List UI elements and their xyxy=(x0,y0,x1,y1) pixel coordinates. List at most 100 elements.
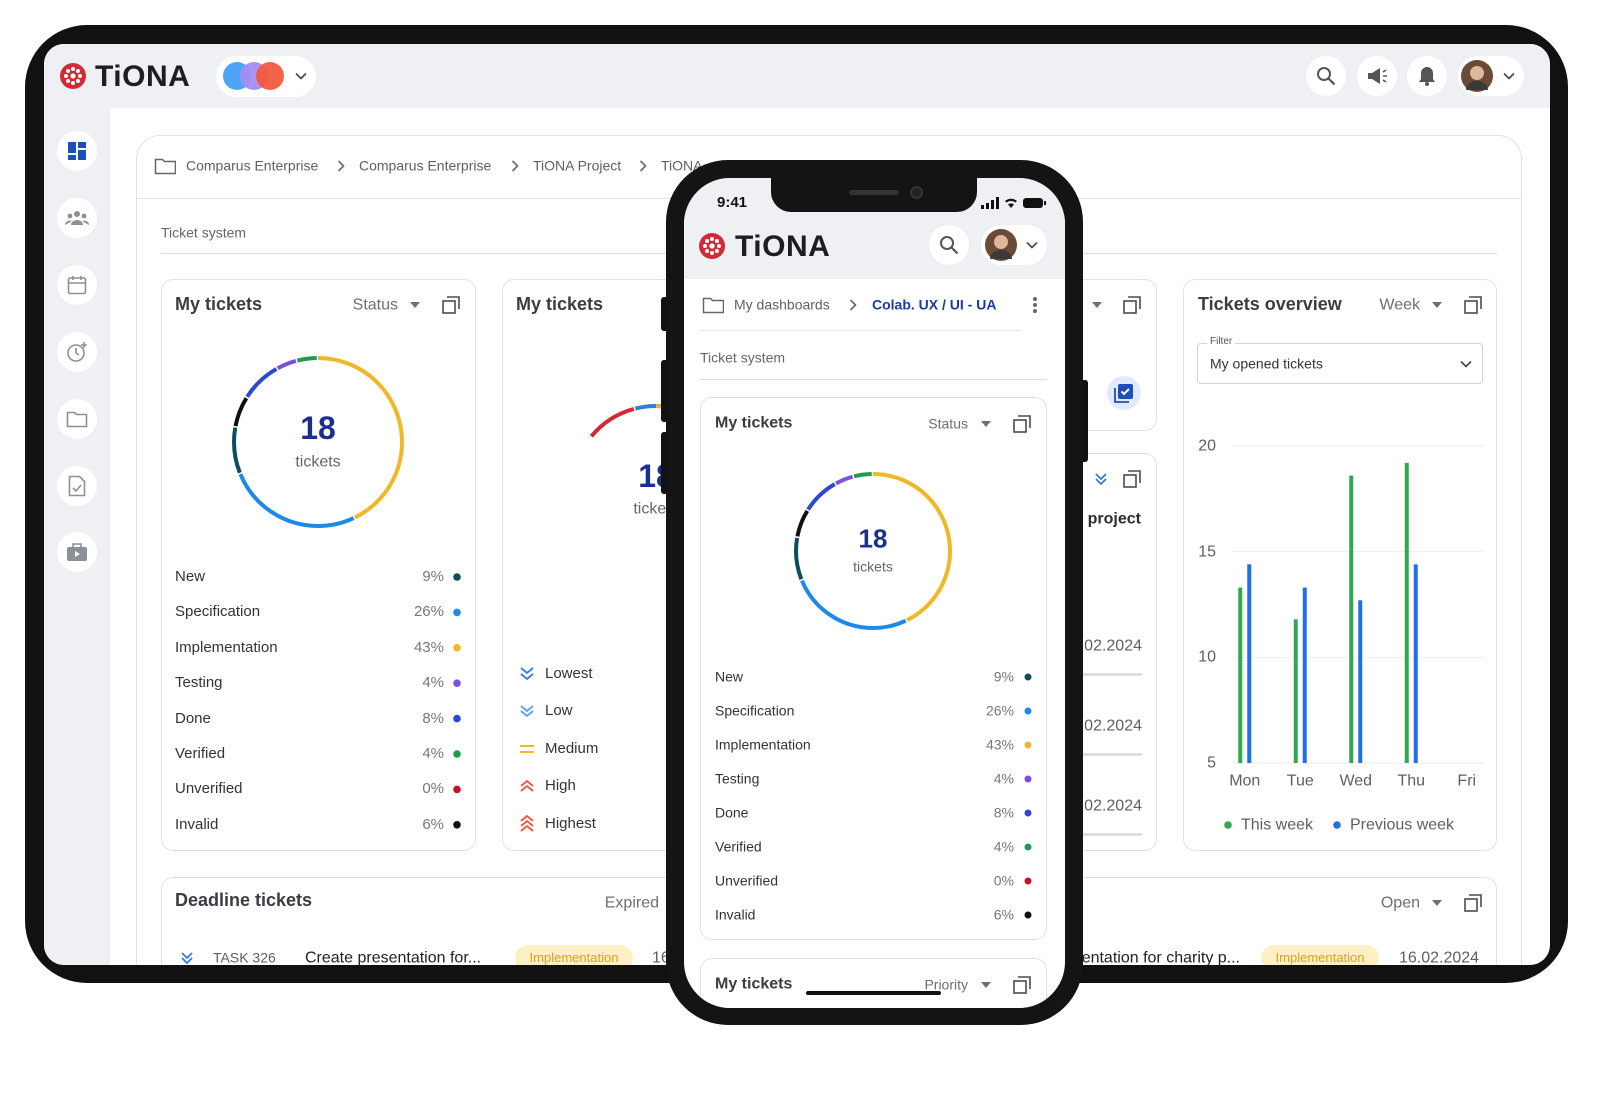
avatar xyxy=(1461,60,1493,92)
announce-icon[interactable] xyxy=(1366,66,1388,86)
icon-svg xyxy=(154,158,177,175)
icon-circle xyxy=(67,344,85,362)
icon-svg xyxy=(520,667,534,681)
icon-path xyxy=(1432,900,1442,906)
filter-select xyxy=(1197,343,1483,384)
icon-path xyxy=(520,814,534,832)
legend-label: This week xyxy=(1241,816,1314,834)
icon-path xyxy=(520,745,534,753)
legend-name: Testing xyxy=(175,674,223,692)
icon-rect xyxy=(1044,201,1046,205)
icon-circle xyxy=(71,81,75,85)
expand-icon xyxy=(441,295,461,315)
donut-unit: tickets xyxy=(853,558,893,575)
icon-circle xyxy=(940,236,954,250)
icon-circle xyxy=(78,74,82,78)
icon-button xyxy=(929,225,969,265)
icon-circle xyxy=(74,211,80,217)
widget-title: My tickets xyxy=(175,294,263,315)
icon-svg xyxy=(1095,473,1107,486)
legend-value: 4% xyxy=(422,674,444,692)
status-icons xyxy=(981,197,1047,209)
icon-path xyxy=(72,484,82,493)
icon-rect xyxy=(1464,898,1478,912)
folder-icon xyxy=(154,157,177,175)
ticket-project: project xyxy=(1087,510,1141,528)
widget-card xyxy=(161,279,476,851)
icon-circle xyxy=(703,244,707,248)
icon-circle xyxy=(1470,66,1484,80)
icon-rect xyxy=(981,205,984,209)
notch xyxy=(771,178,977,212)
legend-name: Implementation xyxy=(175,638,278,656)
nav-button xyxy=(57,332,97,372)
icon-svg xyxy=(223,62,284,90)
icon-svg xyxy=(1317,67,1336,86)
icon-path xyxy=(1419,67,1435,82)
widget-selector: Open xyxy=(1380,894,1420,912)
icon-path xyxy=(64,220,90,225)
ticket-id: TASK 326 xyxy=(213,949,276,966)
breadcrumb: Comparus Enterprise xyxy=(359,157,492,174)
search-icon[interactable] xyxy=(1316,66,1336,86)
camera xyxy=(910,186,923,199)
icon-path xyxy=(520,667,534,681)
bell-icon[interactable] xyxy=(1418,66,1436,86)
icon-svg xyxy=(520,814,534,832)
x-tick-label: Wed xyxy=(1339,772,1373,790)
chevron xyxy=(1503,72,1515,80)
icon-svg xyxy=(67,543,87,561)
legend-value: 9% xyxy=(993,668,1014,685)
nav-icon xyxy=(66,341,88,363)
legend-name: Done xyxy=(715,804,749,821)
chevron xyxy=(1026,241,1038,249)
logo xyxy=(699,233,725,259)
speaker xyxy=(849,190,899,195)
legend-value: 0% xyxy=(422,780,444,798)
legend-name: Verified xyxy=(715,838,762,855)
phone-button xyxy=(1080,380,1088,462)
icon-svg xyxy=(1013,415,1031,433)
breadcrumb: TiONA Project xyxy=(533,157,622,174)
icon-path xyxy=(1432,302,1442,308)
y-tick-label: 15 xyxy=(1198,543,1216,561)
icon-svg xyxy=(699,233,725,259)
nav-button xyxy=(57,198,97,238)
icon-path xyxy=(1095,473,1107,486)
y-tick-label: 20 xyxy=(1198,437,1216,455)
search-icon[interactable] xyxy=(939,235,959,255)
legend-name: Invalid xyxy=(715,906,756,923)
icon-svg xyxy=(1114,384,1133,403)
widget-selector: Status xyxy=(352,296,398,314)
phone-button xyxy=(661,297,669,331)
icon-path xyxy=(981,982,991,988)
divider xyxy=(700,330,1022,331)
caret xyxy=(981,421,991,427)
ticket-name: Create presentation for... xyxy=(305,949,482,967)
icon-circle xyxy=(1033,303,1037,307)
x-tick-label: Mon xyxy=(1229,772,1261,790)
legend-name: New xyxy=(175,568,206,585)
icon-rect xyxy=(68,142,76,153)
icon-rect xyxy=(68,155,76,160)
icon-circle xyxy=(67,213,73,219)
nav-icon xyxy=(67,141,87,161)
icon-circle xyxy=(75,78,80,83)
icon-svg xyxy=(520,705,534,718)
icon-svg xyxy=(1464,894,1482,912)
content-card xyxy=(136,135,1522,965)
icon-button xyxy=(1306,56,1346,96)
icon-path xyxy=(990,250,1012,259)
caret xyxy=(1432,900,1442,906)
icon-path xyxy=(511,160,519,172)
icon-path xyxy=(1018,976,1031,989)
icon-circle xyxy=(66,78,71,83)
icon-circle xyxy=(714,248,719,253)
icon-svg xyxy=(981,982,991,988)
section-title: Ticket system xyxy=(700,349,786,366)
icon-svg xyxy=(940,236,959,255)
icon-path xyxy=(1382,69,1387,83)
legend-value: 26% xyxy=(985,702,1014,719)
icon-svg xyxy=(702,297,725,314)
legend-value: 6% xyxy=(422,815,444,833)
